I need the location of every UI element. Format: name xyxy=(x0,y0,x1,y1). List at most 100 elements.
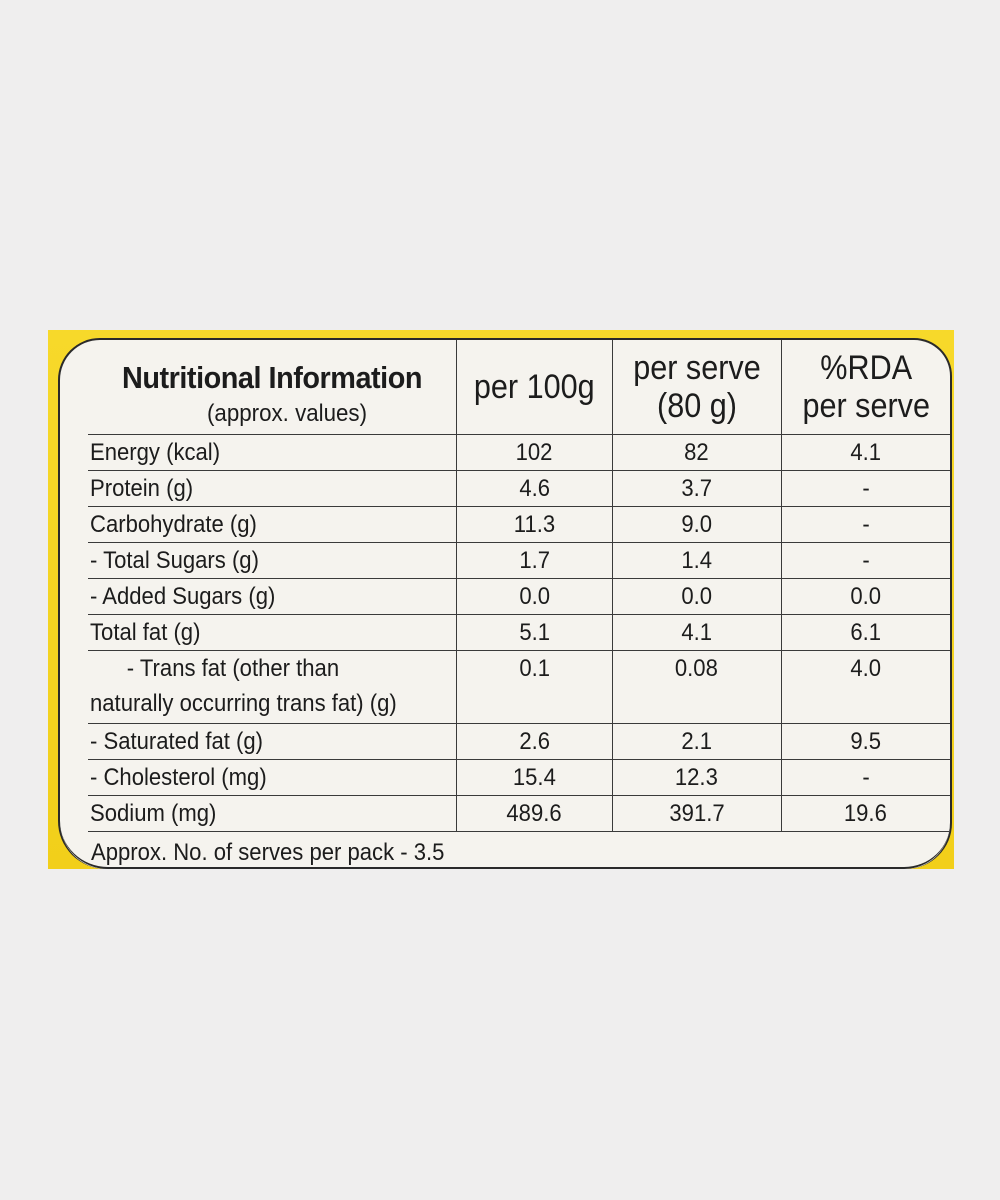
table-row: Carbohydrate (g) 11.3 9.0 - xyxy=(88,505,950,543)
value-rda: 4.1 xyxy=(780,433,950,471)
nutrient-name-text: - Cholesterol (mg) xyxy=(90,763,267,791)
value-text: 4.1 xyxy=(681,618,712,646)
nutrient-name: - Total Sugars (g) xyxy=(88,541,458,579)
value-text: 9.0 xyxy=(681,510,712,538)
value-per-serve: 12.3 xyxy=(611,758,782,796)
table-row: Protein (g) 4.6 3.7 - xyxy=(88,469,950,507)
header-per-100g-label: per 100g xyxy=(473,367,595,406)
value-per-100g: 2.6 xyxy=(456,722,613,760)
header-per-serve-line2: (80 g) xyxy=(656,386,737,425)
serves-per-pack-note: Approx. No. of serves per pack - 3.5 xyxy=(91,839,445,866)
value-text: - xyxy=(862,546,870,574)
value-per-100g: 11.3 xyxy=(456,505,613,543)
header-rda: %RDA per serve xyxy=(780,340,950,435)
value-per-serve: 1.4 xyxy=(611,541,782,579)
value-text: 102 xyxy=(515,438,553,466)
value-text: - xyxy=(862,763,870,791)
value-rda: 4.0 xyxy=(780,649,950,724)
value-text: 9.5 xyxy=(850,727,882,755)
header-rda-line1: %RDA xyxy=(819,348,912,387)
nutrition-label-card: Nutritional Information (approx. values)… xyxy=(58,338,952,869)
nutrient-name-text: Protein (g) xyxy=(90,474,194,502)
nutrient-name: - Cholesterol (mg) xyxy=(88,758,458,796)
table-row: - Added Sugars (g) 0.0 0.0 0.0 xyxy=(88,577,950,615)
value-text: 0.08 xyxy=(675,654,719,682)
value-per-serve: 2.1 xyxy=(611,722,782,760)
value-per-serve: 4.1 xyxy=(611,613,782,651)
nutrient-name-text: Energy (kcal) xyxy=(90,438,221,466)
value-rda: 0.0 xyxy=(780,577,950,615)
value-rda: - xyxy=(780,505,950,543)
value-per-100g: 1.7 xyxy=(456,541,613,579)
nutrient-name: - Trans fat (other than naturally occurr… xyxy=(88,649,458,724)
value-per-serve: 391.7 xyxy=(611,794,782,832)
nutrient-name: Carbohydrate (g) xyxy=(88,505,458,543)
value-per-100g: 15.4 xyxy=(456,758,613,796)
header-per-serve-line1: per serve xyxy=(632,348,761,387)
value-text: - xyxy=(862,474,870,502)
table-row: Total fat (g) 5.1 4.1 6.1 xyxy=(88,613,950,651)
value-text: 4.6 xyxy=(518,474,550,502)
nutrient-name: - Added Sugars (g) xyxy=(88,577,458,615)
table-row: Energy (kcal) 102 82 4.1 xyxy=(88,433,950,471)
value-text: 2.6 xyxy=(518,727,550,755)
value-rda: 6.1 xyxy=(780,613,950,651)
table-row: - Cholesterol (mg) 15.4 12.3 - xyxy=(88,758,950,796)
value-text: 391.7 xyxy=(668,799,725,827)
value-text: 0.1 xyxy=(518,654,550,682)
nutrition-label-yellow-backing: Nutritional Information (approx. values)… xyxy=(48,330,954,869)
value-per-serve: 0.0 xyxy=(611,577,782,615)
value-rda: - xyxy=(780,541,950,579)
value-text: 82 xyxy=(684,438,709,466)
value-text: 0.0 xyxy=(850,582,882,610)
nutrient-name: - Saturated fat (g) xyxy=(88,722,458,760)
table-row: - Total Sugars (g) 1.7 1.4 - xyxy=(88,541,950,579)
value-text: 2.1 xyxy=(681,727,712,755)
value-per-100g: 0.0 xyxy=(456,577,613,615)
nutrient-name-text: Total fat (g) xyxy=(90,618,201,646)
value-text: 0.0 xyxy=(518,582,550,610)
nutrient-name-text: Sodium (mg) xyxy=(90,799,217,827)
value-text: 489.6 xyxy=(506,799,562,827)
nutrient-name-text: - Saturated fat (g) xyxy=(90,727,264,755)
value-rda: - xyxy=(780,758,950,796)
table-row: Sodium (mg) 489.6 391.7 19.6 xyxy=(88,794,950,832)
header-rda-line2: per serve xyxy=(801,386,930,425)
value-text: 12.3 xyxy=(675,763,719,791)
value-per-serve: 9.0 xyxy=(611,505,782,543)
value-text: 11.3 xyxy=(513,510,555,538)
nutrient-name: Total fat (g) xyxy=(88,613,458,651)
nutrient-name-text: - Added Sugars (g) xyxy=(90,582,276,610)
value-text: 15.4 xyxy=(512,763,556,791)
table-row: - Saturated fat (g) 2.6 2.1 9.5 xyxy=(88,722,950,760)
nutrient-name: Protein (g) xyxy=(88,469,458,507)
value-per-100g: 489.6 xyxy=(456,794,613,832)
value-per-serve: 82 xyxy=(611,433,782,471)
table-row: - Trans fat (other than naturally occurr… xyxy=(88,649,950,724)
value-text: 4.1 xyxy=(850,438,882,466)
value-text: 6.1 xyxy=(850,618,882,646)
value-rda: - xyxy=(780,469,950,507)
value-text: 0.0 xyxy=(681,582,712,610)
value-text: 3.7 xyxy=(681,474,712,502)
header-nutritional-information: Nutritional Information (approx. values) xyxy=(88,340,458,435)
nutrient-name-text: - Total Sugars (g) xyxy=(90,546,259,574)
value-text: 1.7 xyxy=(518,546,550,574)
table-title: Nutritional Information xyxy=(121,360,423,395)
value-text: 5.1 xyxy=(518,618,550,646)
nutrient-name-text: Carbohydrate (g) xyxy=(90,510,257,538)
value-text: 19.6 xyxy=(844,799,888,827)
table-subtitle: (approx. values) xyxy=(206,400,368,427)
nutrient-name-line2: naturally occurring trans fat) (g) xyxy=(90,689,397,717)
value-rda: 19.6 xyxy=(780,794,950,832)
header-per-100g: per 100g xyxy=(456,340,613,435)
nutrient-name-line1: - Trans fat (other than xyxy=(126,654,340,682)
nutrient-name: Sodium (mg) xyxy=(88,794,458,832)
value-text: - xyxy=(862,510,870,538)
nutrition-table: Nutritional Information (approx. values)… xyxy=(88,340,950,832)
value-per-serve: 0.08 xyxy=(611,649,782,724)
header-per-serve: per serve (80 g) xyxy=(611,340,782,435)
value-rda: 9.5 xyxy=(780,722,950,760)
table-header-row: Nutritional Information (approx. values)… xyxy=(88,340,950,435)
value-per-100g: 0.1 xyxy=(456,649,613,724)
